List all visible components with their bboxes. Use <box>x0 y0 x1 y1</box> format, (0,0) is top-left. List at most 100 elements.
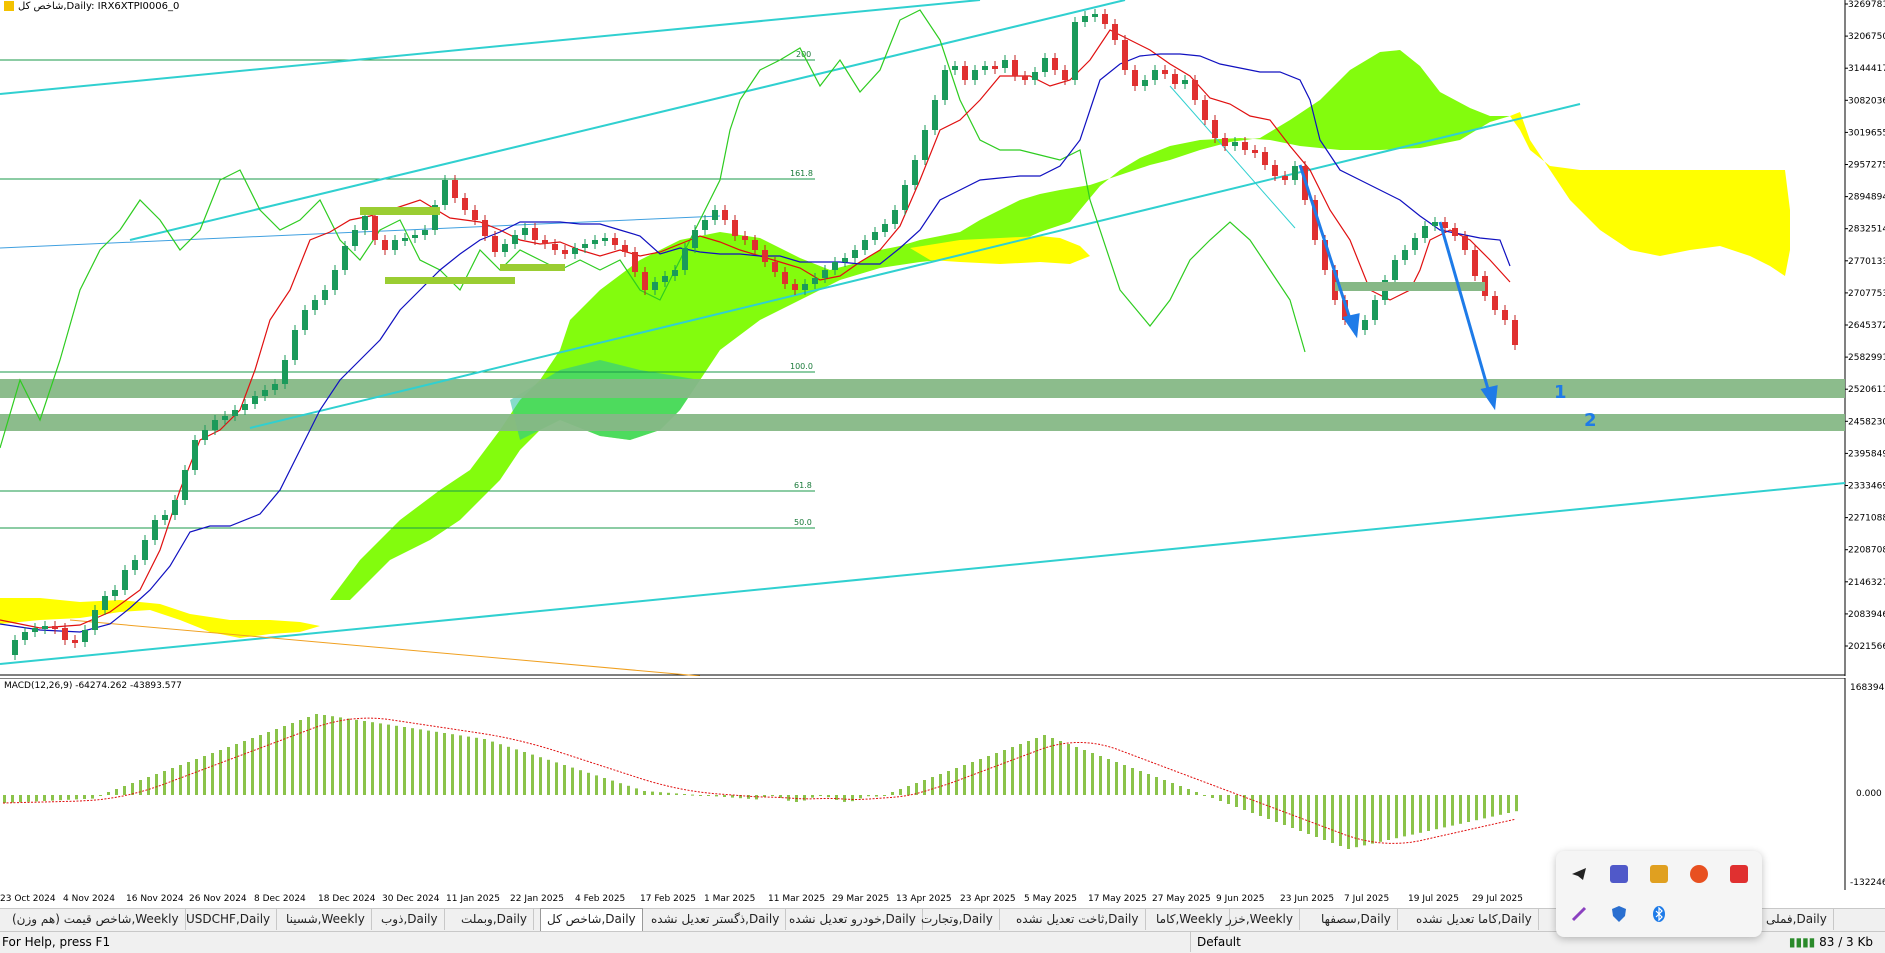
chart-tab[interactable]: خزر,Weekly <box>1220 909 1300 930</box>
macd-bar <box>355 719 358 795</box>
signal-bars-icon: ▮▮▮▮ <box>1788 935 1816 949</box>
macd-bar <box>683 794 686 795</box>
chart-tab[interactable]: وتجارت,Daily <box>915 909 1000 930</box>
candle-bear <box>1112 24 1118 40</box>
macd-bar <box>443 733 446 795</box>
chart-tab[interactable]: کاما تعدیل نشده,Daily <box>1410 909 1539 930</box>
candle-bear <box>1462 236 1468 250</box>
macd-panel[interactable]: 168394. 0.000 -132246 <box>0 677 1885 890</box>
macd-bar <box>1507 795 1510 813</box>
candle-bear <box>1052 58 1058 70</box>
chart-tab[interactable]: شاخص کل,Daily <box>540 908 643 932</box>
macd-bar <box>227 747 230 795</box>
chart-tab[interactable]: خودرو تعدیل نشده,Daily <box>783 909 923 930</box>
candle-bull <box>512 235 518 244</box>
macd-bar <box>291 723 294 795</box>
macd-bar <box>155 774 158 795</box>
candle-bull <box>122 570 128 590</box>
macd-bar <box>99 795 102 796</box>
candle-bull <box>412 235 418 238</box>
candle-bear <box>462 198 468 210</box>
chart-tab[interactable]: سصفها,Daily <box>1315 909 1398 930</box>
macd-bar <box>267 732 270 795</box>
chart-tab[interactable]: ثاخت تعدیل نشده,Daily <box>1010 909 1146 930</box>
macd-bar <box>371 722 374 795</box>
macd-bar <box>163 771 166 795</box>
candle-bull <box>1292 166 1298 180</box>
candle-bull <box>842 258 848 262</box>
pen-icon[interactable] <box>1570 905 1588 923</box>
date-label: 27 May 2025 <box>1152 894 1211 904</box>
chart-tab[interactable]: USDCHF,Daily <box>180 909 278 930</box>
macd-bar <box>251 738 254 795</box>
status-help: For Help, press F1 <box>2 935 111 949</box>
candle-bear <box>1322 240 1328 270</box>
candle-bear <box>1282 176 1288 180</box>
macd-bar <box>411 728 414 795</box>
support-marker-2 <box>500 264 565 271</box>
candle-bear <box>792 284 798 290</box>
support-zone-1 <box>0 379 1845 398</box>
candle-bull <box>172 500 178 515</box>
status-profile[interactable]: Default <box>1190 932 1317 952</box>
macd-bar <box>755 795 758 800</box>
chart-tab[interactable]: ذگستر تعدیل نشده,Daily <box>645 909 787 930</box>
defender-icon[interactable] <box>1610 905 1628 923</box>
chart-tab[interactable]: کاما,Weekly <box>1150 909 1230 930</box>
macd-bar <box>523 752 526 795</box>
candle-bear <box>1062 70 1068 80</box>
macd-bar <box>627 785 630 795</box>
date-label: 26 Nov 2024 <box>189 894 247 904</box>
macd-bar <box>75 795 78 800</box>
macd-bar <box>859 795 862 799</box>
date-label: 4 Nov 2024 <box>63 894 115 904</box>
candle-bull <box>662 276 668 282</box>
candle-bull <box>352 230 358 246</box>
telegram-icon[interactable] <box>1570 865 1588 883</box>
macd-bar <box>1435 795 1438 830</box>
chart-tab[interactable]: ذوب,Daily <box>375 909 445 930</box>
candle-bull <box>432 205 438 230</box>
candle-bear <box>1172 74 1178 84</box>
remote-icon[interactable] <box>1730 865 1748 883</box>
teams-icon[interactable] <box>1610 865 1628 883</box>
macd-bar <box>219 750 222 795</box>
macd-bar <box>491 741 494 795</box>
candle-bull <box>1402 250 1408 260</box>
candle-bull <box>1432 222 1438 226</box>
price-axis-label: 2395849 <box>1848 449 1885 459</box>
candle-bull <box>132 560 138 570</box>
chart-tab[interactable]: شاخص قیمت (هم وزن),Weekly <box>6 909 186 930</box>
candle-bear <box>1512 320 1518 345</box>
candle-bear <box>1252 150 1258 153</box>
candle-bull <box>1002 60 1008 68</box>
candle-bear <box>772 262 778 272</box>
trend-line-orange <box>69 619 701 677</box>
macd-bar <box>1027 741 1030 795</box>
chart-tab[interactable]: وبملت,Daily <box>455 909 535 930</box>
candle-bull <box>402 238 408 241</box>
chart-tab[interactable]: فملی,Daily <box>1760 909 1834 930</box>
price-chart[interactable]: 200 161.8 100.0 61.8 50.0 1 2 <box>0 0 1885 677</box>
macd-bar <box>1043 735 1046 795</box>
macd-bar <box>947 771 950 795</box>
price-axis-label: 3144417 <box>1848 64 1885 74</box>
zone-label-2: 2 <box>1584 410 1597 431</box>
date-label: 9 Jun 2025 <box>1216 894 1264 904</box>
macd-bar <box>875 795 878 797</box>
macd-bar <box>619 783 622 795</box>
candle-bear <box>962 66 968 80</box>
macd-bar <box>1403 795 1406 837</box>
chart-tab[interactable]: شسینا,Weekly <box>280 909 372 930</box>
app-icon[interactable] <box>1650 865 1668 883</box>
macd-bar <box>1323 795 1326 840</box>
macd-bar <box>811 795 814 798</box>
recorder-icon[interactable] <box>1690 865 1708 883</box>
candle-bull <box>1072 22 1078 80</box>
candle-bull <box>592 240 598 244</box>
macd-bar <box>1235 795 1238 807</box>
macd-bar <box>1483 795 1486 819</box>
candle-bear <box>542 240 548 244</box>
bluetooth-icon[interactable] <box>1650 905 1668 923</box>
candle-bull <box>282 360 288 384</box>
